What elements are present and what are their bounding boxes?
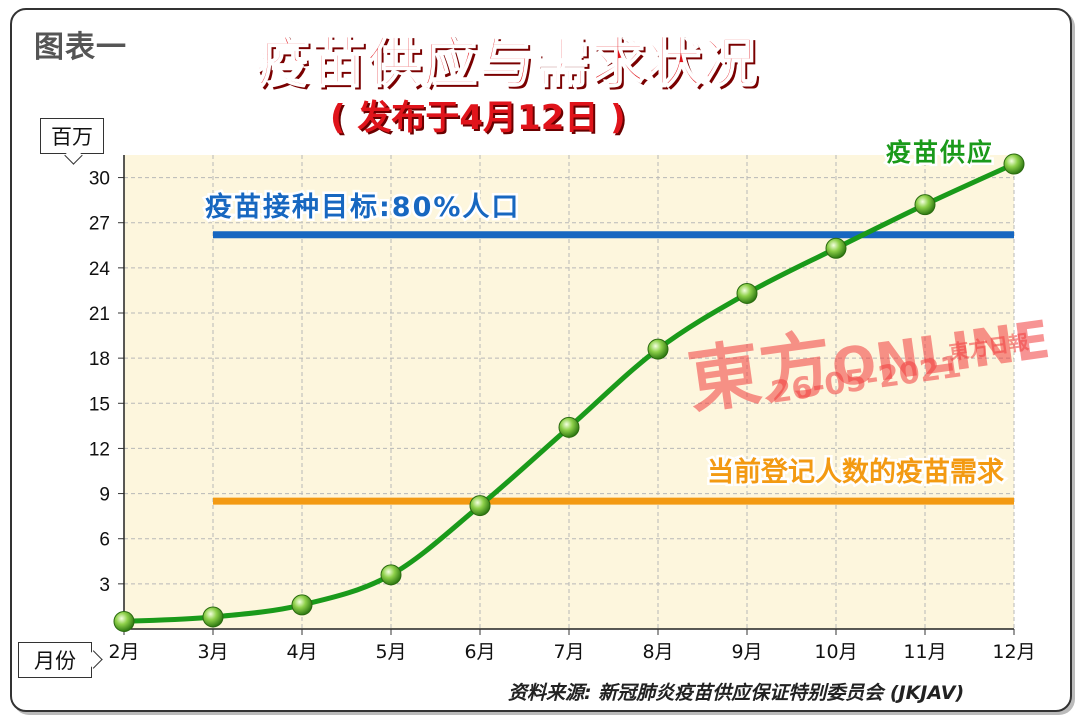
target-line-label: 疫苗接种目标:80%人口 <box>205 191 520 223</box>
y-tick-label: 6 <box>99 530 110 551</box>
chart-subtitle: ( 发布于4月12日 ) <box>330 98 626 138</box>
supply-point <box>825 237 847 259</box>
chart-title: 疫苗供应与需求状况 <box>254 30 759 95</box>
x-tick-label: 9月 <box>731 641 762 663</box>
supply-point <box>113 610 135 632</box>
supply-point <box>1003 153 1025 175</box>
supply-point <box>736 282 758 304</box>
supply-point <box>380 564 402 586</box>
y-tick-label: 24 <box>89 259 111 280</box>
x-tick-label: 6月 <box>464 641 495 663</box>
y-tick-label: 30 <box>89 169 110 190</box>
y-unit-text: 百万 <box>51 125 93 149</box>
y-unit-label: 百万 <box>40 118 104 154</box>
supply-point <box>469 495 491 517</box>
x-unit-text: 月份 <box>34 649 76 673</box>
x-tick-label: 5月 <box>375 641 406 663</box>
y-tick-label: 21 <box>89 304 110 325</box>
x-tick-label: 3月 <box>197 641 228 663</box>
x-tick-label: 7月 <box>553 641 584 663</box>
supply-point <box>202 606 224 628</box>
y-tick-label: 12 <box>89 439 110 460</box>
y-tick-label: 9 <box>99 485 110 506</box>
x-tick-label: 8月 <box>642 641 673 663</box>
x-unit-label: 月份 <box>18 642 92 678</box>
x-tick-label: 11月 <box>903 641 946 663</box>
supply-point <box>558 416 580 438</box>
source-note: 资料来源: 新冠肺炎疫苗供应保证特别委员会 (JKJAV) <box>508 682 965 704</box>
x-tick-label: 4月 <box>286 641 317 663</box>
supply-point <box>291 594 313 616</box>
supply-point <box>647 338 669 360</box>
demand-line-label: 当前登记人数的疫苗需求 <box>707 456 1004 488</box>
x-tick-label: 12月 <box>992 641 1035 663</box>
x-tick-label: 10月 <box>814 641 857 663</box>
figure-label: 图表一 <box>34 30 127 65</box>
y-tick-label: 15 <box>89 394 110 415</box>
y-tick-label: 3 <box>99 575 110 596</box>
y-tick-label: 27 <box>89 214 110 235</box>
supply-point <box>914 194 936 216</box>
y-tick-label: 18 <box>89 349 110 370</box>
supply-line-label: 疫苗供应 <box>886 138 994 167</box>
x-tick-label: 2月 <box>108 641 139 663</box>
